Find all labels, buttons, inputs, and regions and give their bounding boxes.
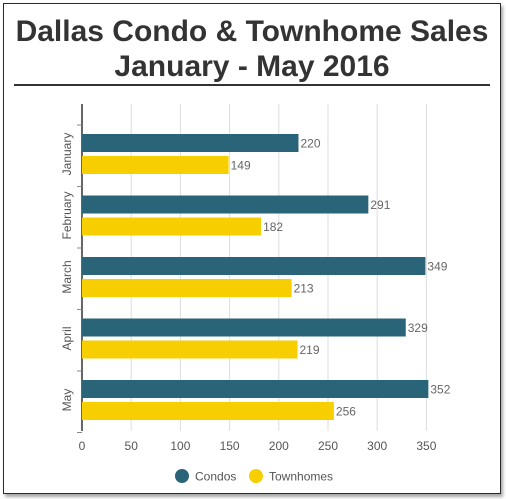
bar-townhomes [82, 279, 292, 297]
x-tick-label: 150 [220, 439, 240, 453]
x-tick-label: 100 [170, 439, 190, 453]
category-label: January [60, 133, 74, 176]
bar-condos [82, 257, 426, 275]
category-label: May [60, 389, 74, 412]
title-line-1: Dallas Condo & Townhome Sales [15, 15, 489, 48]
data-label: 182 [263, 220, 283, 234]
chart-frame: Dallas Condo & Townhome Sales January - … [3, 3, 501, 494]
data-label: 220 [300, 137, 320, 151]
bar-townhomes [82, 340, 298, 359]
x-tick-label: 250 [318, 439, 338, 453]
data-label: 349 [427, 260, 447, 274]
data-label: 329 [408, 321, 428, 335]
title-line-2: January - May 2016 [114, 50, 390, 83]
bar-condos [82, 134, 299, 152]
category-label: March [60, 260, 74, 293]
legend-swatch [249, 469, 263, 483]
bar-townhomes [82, 402, 334, 420]
data-label: 256 [336, 405, 356, 419]
data-label: 219 [299, 343, 319, 357]
x-tick-label: 50 [125, 439, 139, 453]
category-label: April [60, 326, 74, 350]
legend-swatch [175, 469, 189, 483]
data-label: 213 [294, 282, 314, 296]
legend-label: Townhomes [269, 470, 333, 484]
bar-townhomes [82, 217, 262, 236]
data-label: 352 [430, 383, 450, 397]
x-tick-label: 200 [269, 439, 289, 453]
legend-label: Condos [195, 470, 236, 484]
bar-chart: 0 50 100 150 200 250 300 350 January 220 149 Februa… [60, 104, 451, 484]
x-tick-label: 350 [416, 439, 436, 453]
data-label: 149 [231, 159, 251, 173]
bar-condos [82, 380, 429, 398]
bar-condos [82, 195, 369, 214]
chart-title: Dallas Condo & Townhome Sales January - … [4, 14, 500, 84]
x-tick-label: 0 [79, 439, 86, 453]
x-tick-label: 300 [367, 439, 387, 453]
category-label: February [60, 191, 74, 239]
title-divider [14, 84, 490, 86]
bar-condos [82, 318, 406, 337]
data-label: 291 [370, 198, 390, 212]
bar-townhomes [82, 156, 229, 174]
